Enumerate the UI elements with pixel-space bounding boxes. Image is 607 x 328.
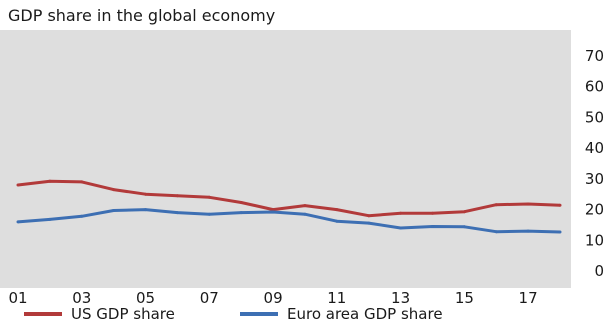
series-line-0 bbox=[17, 179, 561, 218]
legend-item-us: US GDP share bbox=[24, 305, 175, 323]
data-point-1-3 bbox=[112, 209, 116, 212]
x-tick-label: 03 bbox=[72, 289, 91, 305]
data-point-1-1 bbox=[48, 217, 52, 221]
series-line-1 bbox=[17, 208, 561, 234]
data-point-1-14 bbox=[462, 225, 466, 229]
data-point-0-11 bbox=[367, 214, 371, 218]
y-tick-label: 30 bbox=[585, 170, 604, 188]
data-point-1-13 bbox=[431, 225, 434, 228]
y-tick-label: 10 bbox=[585, 231, 604, 249]
x-tick-label: 15 bbox=[455, 289, 474, 305]
data-point-1-7 bbox=[239, 211, 243, 215]
data-point-0-2 bbox=[80, 180, 84, 184]
y-tick-label: 20 bbox=[585, 201, 604, 219]
plot-area bbox=[0, 30, 571, 288]
legend-item-euro: Euro area GDP share bbox=[240, 305, 443, 323]
data-point-1-12 bbox=[399, 226, 403, 230]
data-point-0-13 bbox=[431, 211, 434, 215]
data-point-0-9 bbox=[303, 204, 307, 208]
data-point-1-5 bbox=[175, 211, 179, 215]
y-axis: 0 10 20 30 40 50 60 70 bbox=[585, 47, 604, 280]
y-tick-label: 40 bbox=[585, 139, 604, 157]
x-tick-label: 01 bbox=[8, 289, 27, 305]
data-point-0-14 bbox=[462, 210, 466, 214]
data-point-0-16 bbox=[526, 202, 530, 206]
y-tick-label: 0 bbox=[594, 262, 604, 280]
data-point-1-16 bbox=[526, 229, 530, 233]
data-point-1-0 bbox=[16, 220, 20, 224]
data-point-0-17 bbox=[558, 203, 562, 207]
y-tick-label: 50 bbox=[585, 108, 604, 126]
data-point-1-11 bbox=[367, 221, 371, 225]
data-point-1-2 bbox=[80, 214, 84, 218]
data-point-1-9 bbox=[303, 212, 307, 216]
data-point-0-5 bbox=[175, 194, 179, 198]
x-tick-label: 17 bbox=[519, 289, 538, 305]
line-chart: 01 03 05 07 09 11 13 15 17 0 10 20 30 40 50 60 70 bbox=[0, 30, 604, 305]
legend-label-us: US GDP share bbox=[71, 305, 175, 323]
legend-label-euro: Euro area GDP share bbox=[287, 305, 443, 323]
data-point-1-4 bbox=[144, 208, 147, 212]
data-point-0-7 bbox=[239, 201, 243, 204]
data-point-0-6 bbox=[207, 195, 211, 199]
data-point-1-6 bbox=[207, 212, 211, 216]
data-point-1-17 bbox=[558, 230, 562, 234]
data-point-0-4 bbox=[144, 192, 147, 196]
data-point-0-0 bbox=[16, 183, 20, 187]
data-point-0-15 bbox=[494, 203, 498, 207]
data-point-1-15 bbox=[494, 230, 498, 234]
data-point-0-3 bbox=[112, 188, 116, 192]
x-tick-label: 07 bbox=[200, 289, 219, 305]
series-layer bbox=[16, 179, 562, 234]
data-point-0-8 bbox=[271, 208, 275, 212]
legend: US GDP share Euro area GDP share bbox=[0, 305, 607, 328]
x-tick-label: 09 bbox=[264, 289, 283, 305]
x-tick-label: 11 bbox=[327, 289, 346, 305]
legend-swatch-us bbox=[24, 312, 62, 316]
legend-swatch-euro bbox=[240, 312, 278, 316]
data-point-1-8 bbox=[271, 210, 275, 214]
y-tick-label: 70 bbox=[585, 47, 604, 65]
chart-title: GDP share in the global economy bbox=[8, 6, 276, 25]
data-point-1-10 bbox=[335, 219, 339, 223]
y-tick-label: 60 bbox=[585, 78, 604, 96]
x-axis: 01 03 05 07 09 11 13 15 17 bbox=[8, 289, 537, 305]
x-tick-label: 13 bbox=[391, 289, 410, 305]
data-point-0-1 bbox=[48, 179, 52, 183]
x-tick-label: 05 bbox=[136, 289, 155, 305]
data-point-0-12 bbox=[399, 211, 403, 215]
data-point-0-10 bbox=[335, 208, 339, 212]
